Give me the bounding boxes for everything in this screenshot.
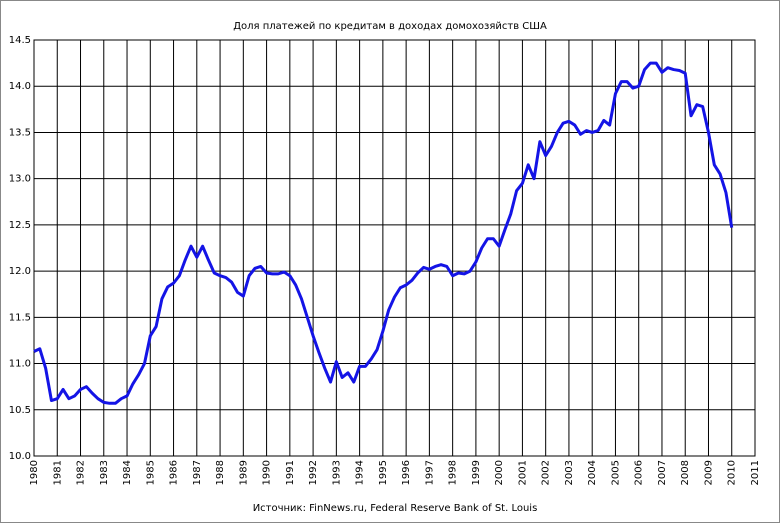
x-tick-label: 2002 (541, 460, 552, 485)
x-tick-label: 2001 (517, 460, 528, 485)
x-tick-label: 1995 (378, 460, 389, 485)
x-tick-label: 1982 (76, 460, 87, 485)
x-tick-label: 2006 (634, 460, 645, 485)
y-tick-label: 10.0 (9, 451, 31, 462)
x-tick-label: 2010 (727, 460, 738, 485)
x-tick-label: 2011 (750, 460, 761, 485)
x-tick-label: 1980 (29, 460, 40, 485)
chart-title: Доля платежей по кредитам в доходах домо… (233, 21, 547, 32)
x-tick-label: 1994 (355, 460, 366, 485)
data-line (33, 61, 734, 405)
x-tick-label: 1998 (448, 460, 459, 485)
x-tick-label: 2009 (703, 460, 714, 485)
x-tick-label: 2005 (610, 460, 621, 485)
x-tick-label: 1989 (238, 460, 249, 485)
y-tick-label: 14.0 (9, 81, 31, 92)
plot-border (33, 39, 756, 457)
x-tick-label: 1987 (192, 460, 203, 485)
x-tick-label: 2000 (494, 460, 505, 485)
x-tick-label: 1986 (169, 460, 180, 485)
x-tick-label: 1996 (401, 460, 412, 485)
x-tick-label: 1997 (424, 460, 435, 485)
x-tick-label: 1983 (99, 460, 110, 485)
x-tick-label: 1999 (471, 460, 482, 485)
x-tick-label: 2003 (564, 460, 575, 485)
x-tick-label: 1984 (122, 460, 133, 485)
x-tick-label: 2007 (657, 460, 668, 485)
x-tick-label: 2008 (680, 460, 691, 485)
y-tick-label: 12.0 (9, 266, 31, 277)
x-tick-label: 1991 (285, 460, 296, 485)
x-tick-label: 1985 (145, 460, 156, 485)
x-tick-label: 1992 (308, 460, 319, 485)
x-tick-label: 1981 (52, 460, 63, 485)
y-tick-label: 13.5 (9, 127, 31, 138)
y-tick-label: 14.5 (9, 35, 31, 46)
y-tick-label: 13.0 (9, 174, 31, 185)
y-tick-label: 11.0 (9, 359, 31, 370)
y-tick-label: 10.5 (9, 405, 31, 416)
source-note: Источник: FinNews.ru, Federal Reserve Ba… (253, 503, 538, 514)
y-tick-label: 12.5 (9, 220, 31, 231)
x-tick-label: 2004 (587, 460, 598, 485)
y-tick-label: 11.5 (9, 312, 31, 323)
x-tick-label: 1990 (262, 460, 273, 485)
x-tick-label: 1988 (215, 460, 226, 485)
x-tick-label: 1993 (331, 460, 342, 485)
